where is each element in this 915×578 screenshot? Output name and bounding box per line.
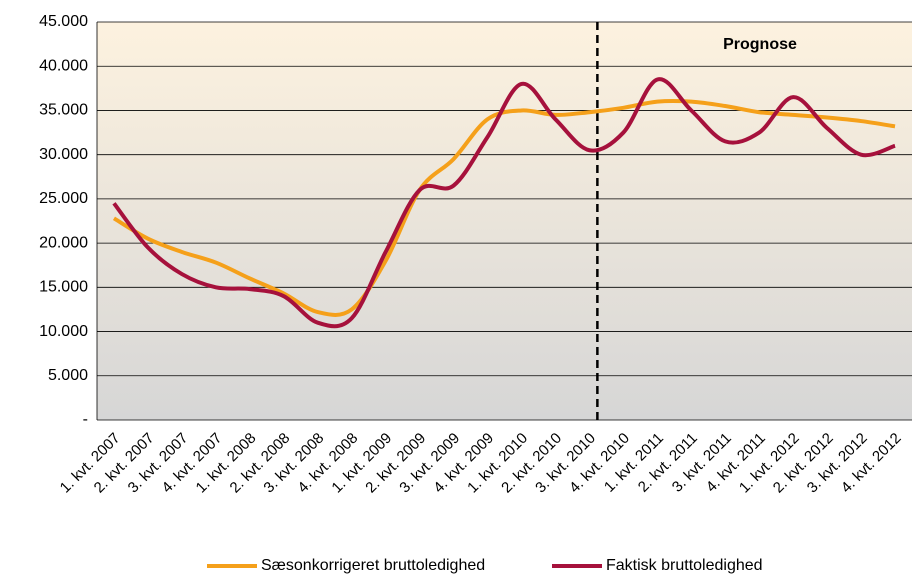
y-tick-label: 30.000: [39, 146, 88, 163]
y-tick-label: 45.000: [39, 13, 88, 30]
y-tick-label: 15.000: [39, 279, 88, 296]
legend-label: Faktisk bruttoledighed: [606, 557, 763, 574]
annotation: Prognose: [723, 36, 797, 53]
y-tick-label: 35.000: [39, 102, 88, 119]
line-series: [112, 77, 896, 329]
y-tick-label: 40.000: [39, 57, 88, 74]
legend-label: Sæsonkorrigeret bruttoledighed: [261, 557, 485, 574]
plot-area: [97, 22, 912, 420]
y-tick-label: 10.000: [39, 323, 88, 340]
y-tick-label: 5.000: [48, 367, 88, 384]
y-tick-label: -: [83, 411, 88, 428]
y-tick-label: 25.000: [39, 190, 88, 207]
y-tick-label: 20.000: [39, 234, 88, 251]
